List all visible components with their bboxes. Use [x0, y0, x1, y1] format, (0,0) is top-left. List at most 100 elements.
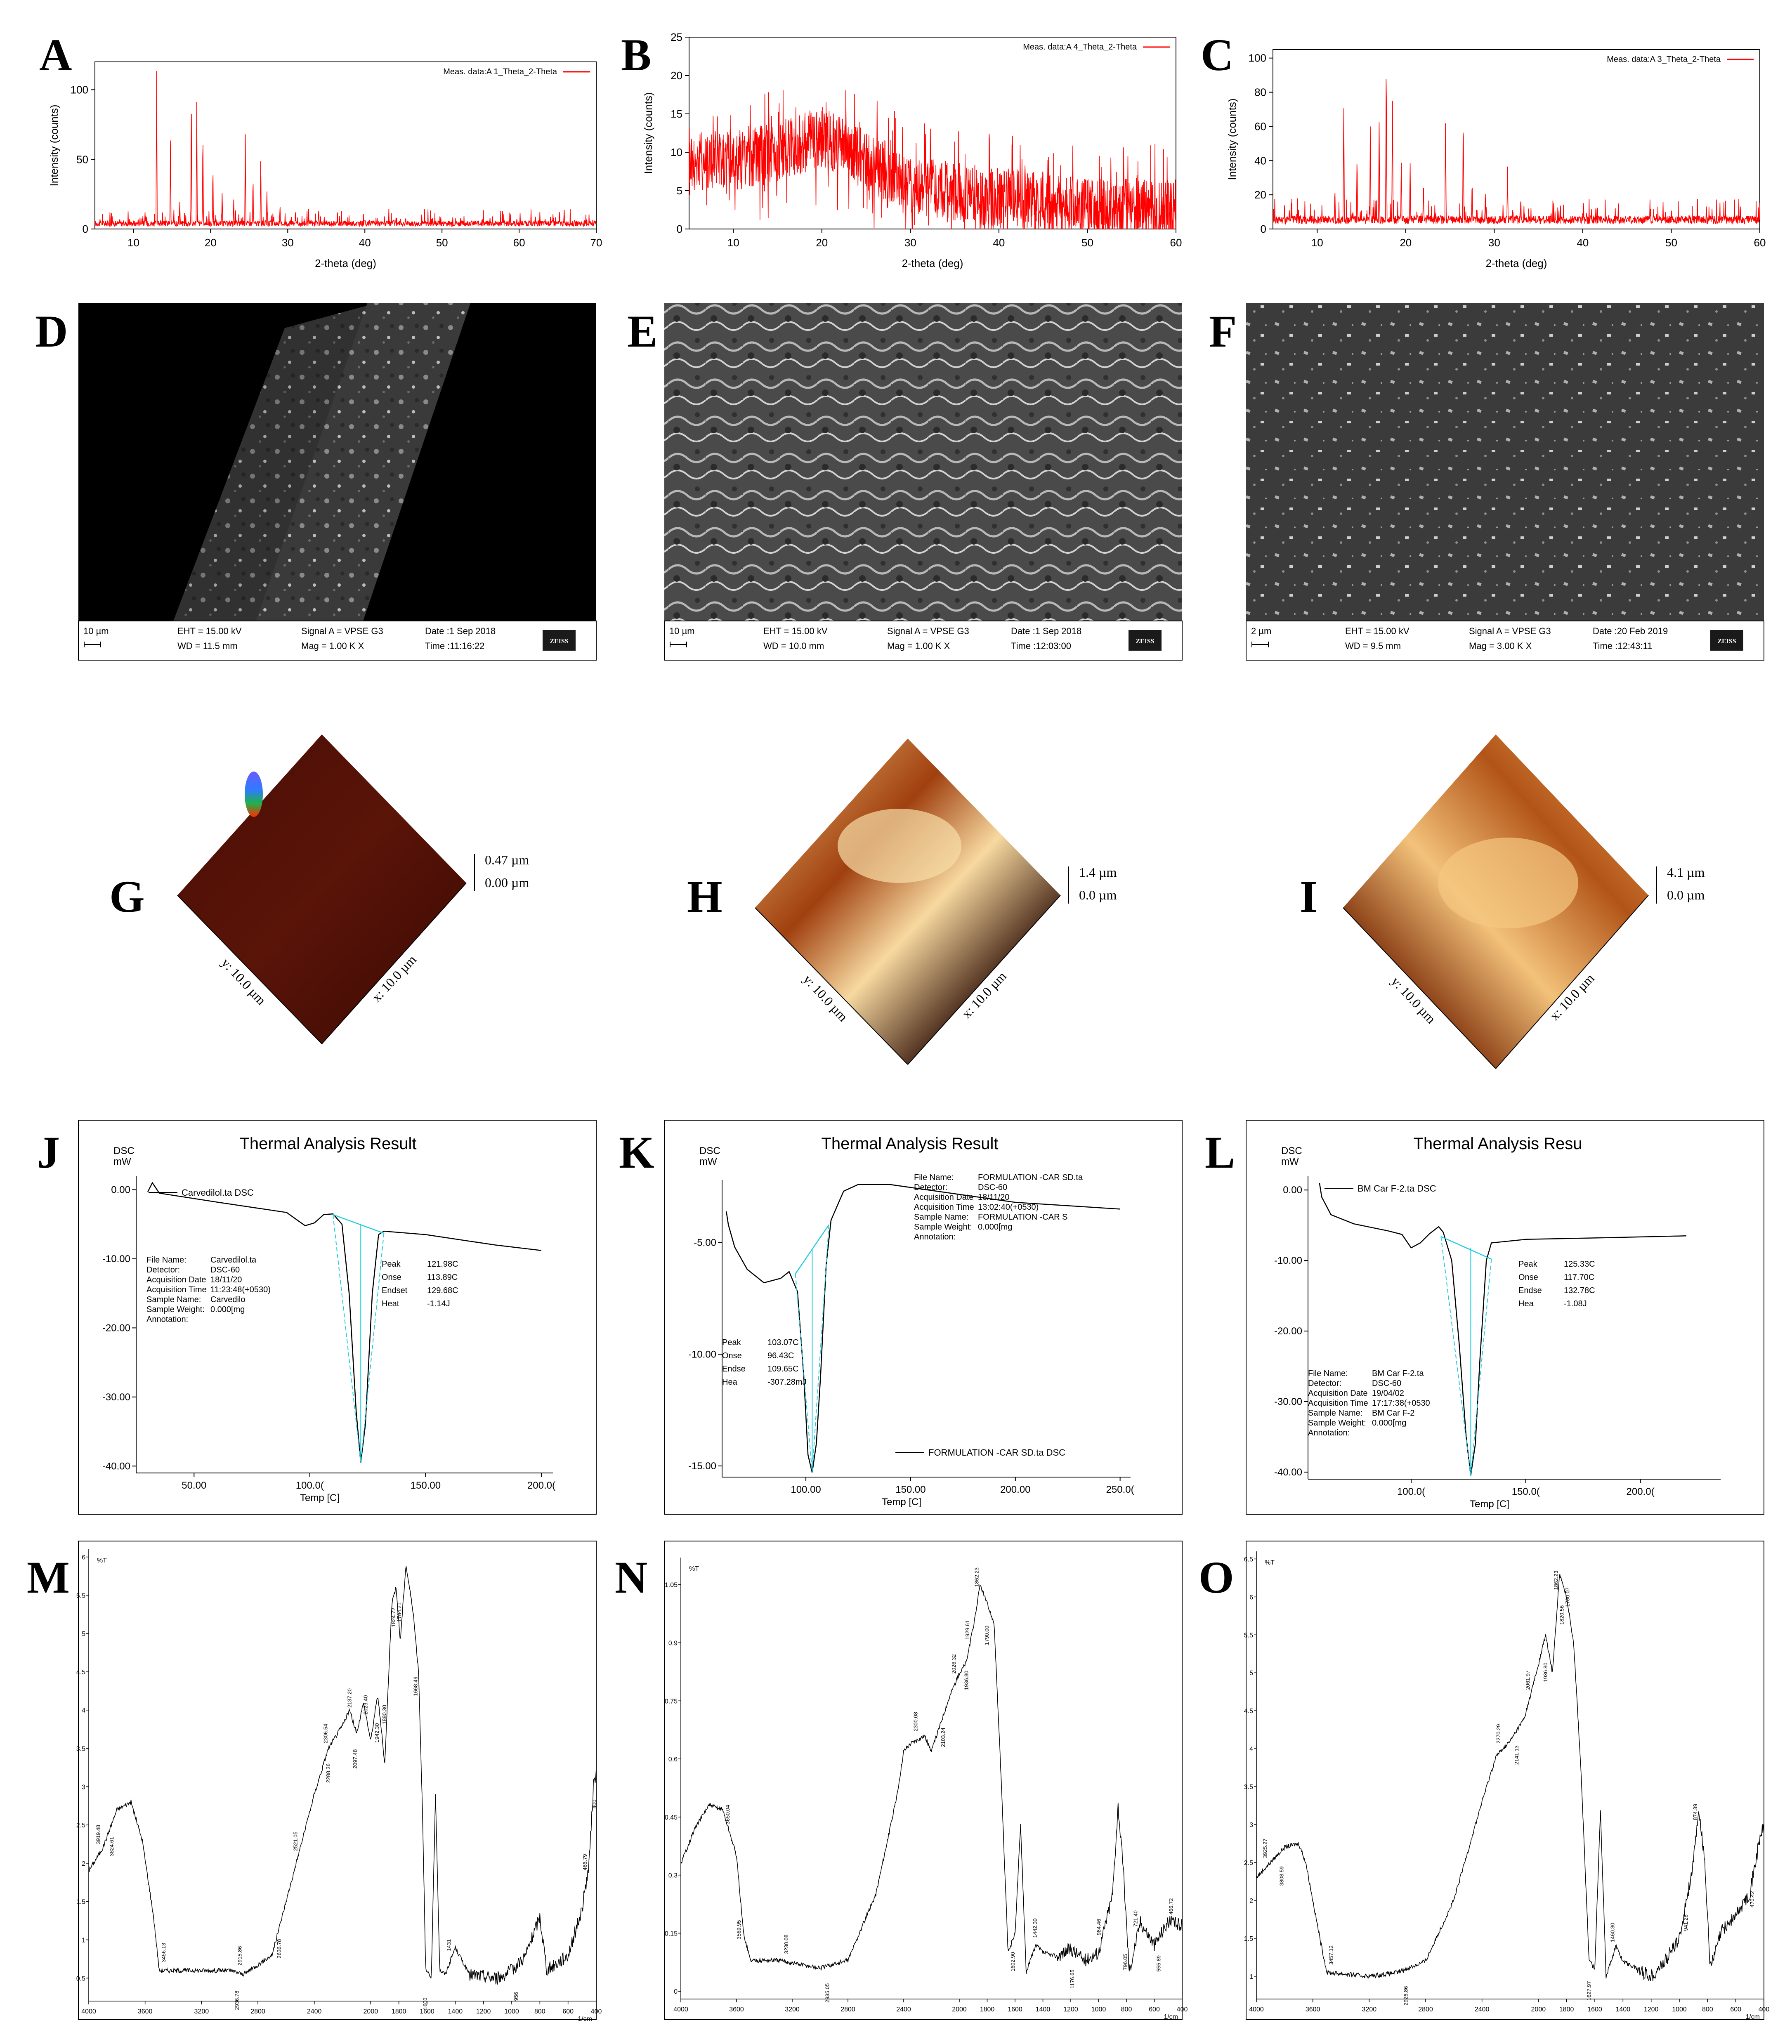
y-tick-label: 2.5	[1244, 1860, 1253, 1867]
y-tick-label: 1.5	[1244, 1935, 1253, 1943]
sem-fiber	[173, 303, 375, 621]
x-tick-label: 100.0(	[1397, 1486, 1425, 1497]
x-tick-label: 3600	[729, 2006, 744, 2013]
peak-label: 3456.13	[161, 1943, 167, 1962]
peak-label: 2915.86	[236, 1946, 243, 1966]
peak-label: 3919.48	[95, 1825, 102, 1844]
x-tick-label: 2400	[1475, 2006, 1490, 2013]
x-tick-label: 1200	[1063, 2006, 1078, 2013]
x-axis-label: 1/cm	[1745, 2013, 1760, 2020]
afm-y-axis	[177, 895, 322, 1044]
dsc-frame	[664, 1120, 1183, 1515]
info-key: File Name:	[1308, 1369, 1348, 1378]
y-tick-label: 10	[671, 146, 682, 158]
dsc-frame	[1246, 1120, 1764, 1515]
y-tick-label: 0.3	[668, 1872, 678, 1879]
sem-eht: EHT = 15.00 kV	[763, 626, 828, 636]
ftir-chart-1: 4000 3600 3200 2800 2400 2000 1800 1600 1400 1200…	[664, 1541, 1188, 2020]
y-tick-label: 100	[71, 84, 88, 96]
ftir-chart-0: 4000 3600 3200 2800 2400 2000 1800 1600 1400 1200…	[76, 1541, 602, 2023]
x-tick-label: 600	[562, 2008, 574, 2015]
x-tick-label: 20	[205, 236, 217, 249]
legend-label: Meas. data:A 1_Theta_2-Theta	[443, 67, 557, 76]
result-key: Heat	[382, 1299, 399, 1308]
panel-label-g: G	[109, 871, 145, 922]
x-tick-label: 1800	[980, 2006, 995, 2013]
peak-label: 1929.61	[964, 1620, 970, 1640]
x-tick-label: 3600	[138, 2008, 153, 2015]
x-tick-label: 10	[1311, 236, 1323, 249]
dsc-baseline	[1440, 1236, 1492, 1260]
peak-label: 3808.59	[1278, 1866, 1284, 1886]
result-value: -1.14J	[427, 1299, 450, 1308]
x-tick-label: 200.0(	[527, 1480, 555, 1491]
x-tick-label: 200.00	[1000, 1484, 1030, 1495]
result-key: Onse	[382, 1273, 401, 1282]
x-tick-label: 200.0(	[1627, 1486, 1655, 1497]
peak-label: 466.79	[582, 1854, 588, 1871]
sem-mag: Mag = 3.00 K X	[1469, 641, 1532, 651]
afm-x-axis	[321, 883, 467, 1044]
sem-image-0: 10 µm EHT = 15.00 kV WD = 11.5 mm Signal A …	[78, 303, 597, 661]
y-axis-label: %T	[689, 1565, 699, 1572]
sem-scale-label: 10 µm	[669, 626, 695, 636]
peak-label: 2270.29	[1495, 1724, 1502, 1744]
result-key: Peak	[1518, 1260, 1538, 1269]
x-axis-label: 2-theta (deg)	[902, 257, 963, 269]
peak-label: 470.42	[1749, 1891, 1755, 1907]
x-tick-label: 1000	[1091, 2006, 1106, 2013]
afm-topography-2: 4.1 µm0.0 µmy: 10.0 µm x: 10.0 µm	[1343, 734, 1705, 1069]
x-tick-label: 50	[1081, 236, 1093, 249]
zeiss-logo-text: ZEISS	[1136, 638, 1154, 645]
info-key: Acquisition Date	[146, 1275, 206, 1284]
afm-z-min: 0.0 µm	[1079, 887, 1117, 902]
dsc-y-label: DSC	[699, 1145, 720, 1157]
sem-scale-label: 2 µm	[1251, 626, 1271, 636]
dsc-y-unit: mW	[699, 1156, 717, 1167]
y-axis-label: Intensity (counts)	[1226, 99, 1238, 180]
sem-eht: EHT = 15.00 kV	[177, 626, 242, 636]
x-axis-label: Temp [C]	[1470, 1499, 1509, 1510]
result-value: 125.33C	[1564, 1260, 1595, 1269]
y-tick-label: 5.5	[1244, 1632, 1253, 1639]
peak-label: 1600	[422, 1997, 428, 2009]
x-tick-label: 60	[1754, 236, 1766, 249]
x-tick-label: 1400	[1616, 2006, 1631, 2013]
panel-label-h: H	[687, 871, 722, 922]
x-tick-label: 400	[591, 2008, 602, 2015]
xrd-chart-0: 10 20 30 40 50 60 70 0 50 100 2-theta (deg) Intensi…	[48, 61, 602, 269]
x-axis-label: 1/cm	[578, 2016, 592, 2023]
peak-label: 1820.56	[1559, 1605, 1565, 1625]
plot-frame	[1273, 49, 1760, 229]
y-tick-label: -20.00	[102, 1322, 130, 1334]
y-tick-label: -30.00	[102, 1392, 130, 1403]
result-value: 132.78C	[1564, 1286, 1595, 1295]
peak-label: 3569.95	[736, 1920, 742, 1940]
peak-label: 1790.00	[984, 1626, 990, 1645]
xrd-chart-2: 10 20 30 40 50 60 0 20 40 60 80 100 2-theta (deg) Int…	[1226, 49, 1766, 269]
panel-label-b: B	[621, 30, 652, 80]
afm-topography-0: 0.47 µm0.00 µmy: 10.0 µm x: 10.0 µm	[177, 734, 529, 1044]
x-tick-label: 4000	[1249, 2006, 1264, 2013]
xrd-chart-1: 10 20 30 40 50 60 0 5 10 15 20 25 2-theta (deg) Inten…	[642, 31, 1182, 269]
y-tick-label: 2	[1249, 1898, 1253, 1905]
x-axis-label: Temp [C]	[882, 1496, 921, 1508]
sem-wd: WD = 9.5 mm	[1345, 641, 1401, 651]
afm-topography-1: 1.4 µm0.0 µmy: 10.0 µm x: 10.0 µm	[755, 739, 1117, 1065]
info-key: Acquisition Time	[146, 1285, 207, 1294]
y-tick-label: 6.5	[1244, 1556, 1253, 1563]
x-tick-label: 1600	[1008, 2006, 1022, 2013]
x-tick-label: 2400	[896, 2006, 911, 2013]
info-key: Annotation:	[146, 1315, 188, 1324]
x-tick-label: 1800	[392, 2008, 406, 2015]
info-key: Sample Weight:	[146, 1305, 205, 1314]
panel-label-n: N	[615, 1552, 648, 1603]
panel-label-e: E	[627, 306, 658, 356]
sem-mag: Mag = 1.00 K X	[301, 641, 364, 651]
zeiss-logo-text: ZEISS	[550, 638, 568, 645]
dsc-y-label: DSC	[113, 1145, 135, 1157]
y-tick-label: -10.00	[688, 1349, 716, 1360]
